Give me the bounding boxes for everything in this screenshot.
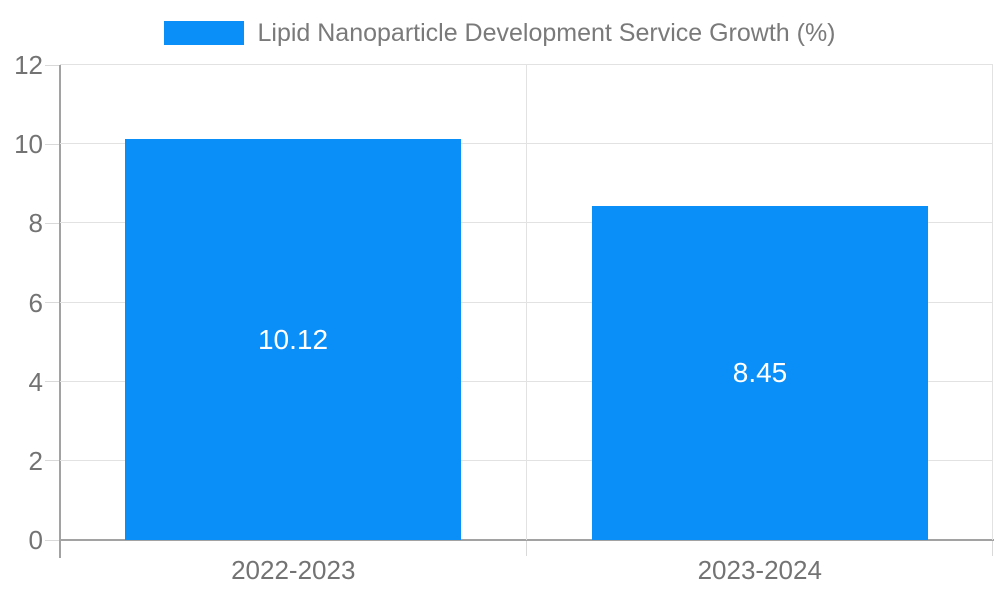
gridline-y-10 bbox=[60, 143, 993, 145]
y-tick-6 bbox=[45, 302, 59, 303]
y-axis-line bbox=[59, 65, 61, 558]
x-axis-label-2022-2023: 2022-2023 bbox=[231, 555, 356, 585]
x-axis-line bbox=[59, 539, 994, 541]
x-boundary-tick bbox=[525, 541, 527, 556]
y-tick-label-8: 8 bbox=[28, 208, 43, 239]
y-tick-8 bbox=[45, 222, 59, 224]
legend-swatch bbox=[164, 21, 245, 45]
x-boundary-tick bbox=[992, 541, 993, 556]
bar-value-label: 10.12 bbox=[257, 323, 329, 355]
y-tick-label-0: 0 bbox=[28, 525, 43, 555]
bar-2022-2023[interactable]: 10.12 bbox=[125, 139, 461, 540]
y-tick-10 bbox=[45, 143, 59, 145]
bar-value-label: 8.45 bbox=[732, 356, 788, 388]
y-tick-2 bbox=[45, 460, 59, 462]
gridline-y-12 bbox=[60, 64, 993, 65]
bar-2023-2024[interactable]: 8.45 bbox=[592, 205, 928, 540]
y-tick-12 bbox=[45, 64, 59, 66]
y-tick-label-10: 10 bbox=[14, 129, 43, 160]
legend[interactable]: Lipid Nanoparticle Development Service G… bbox=[0, 18, 1000, 48]
gridline-y-4 bbox=[60, 380, 993, 382]
y-tick-label-4: 4 bbox=[28, 366, 43, 397]
gridline-y-2 bbox=[60, 459, 993, 461]
y-tick-0 bbox=[45, 539, 59, 541]
plot-area: 10.12 8.45 bbox=[60, 64, 993, 540]
y-tick-label-12: 12 bbox=[14, 50, 43, 80]
x-axis-label-2023-2024: 2023-2024 bbox=[697, 555, 822, 585]
gridline-y-6 bbox=[60, 301, 993, 303]
y-tick-label-6: 6 bbox=[28, 287, 43, 318]
y-tick-label-2: 2 bbox=[28, 445, 43, 476]
category-boundary-line bbox=[525, 65, 527, 540]
legend-label: Lipid Nanoparticle Development Service G… bbox=[257, 18, 836, 47]
category-boundary-line bbox=[992, 65, 993, 540]
y-tick-4 bbox=[45, 381, 59, 383]
gridline-y-8 bbox=[60, 222, 993, 224]
